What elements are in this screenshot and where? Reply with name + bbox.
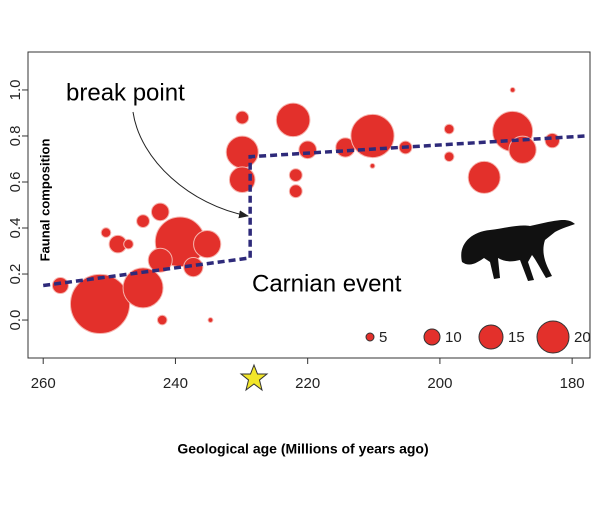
- y-axis-label: Faunal composition: [37, 139, 52, 262]
- bubble: [156, 314, 168, 326]
- bubble: [100, 227, 112, 238]
- bubble: [193, 230, 222, 259]
- size-legend-bubble: [423, 328, 441, 346]
- x-tick-label: 240: [163, 375, 188, 392]
- bubble: [275, 102, 311, 138]
- bubble: [443, 151, 455, 162]
- bubble: [122, 267, 164, 309]
- plot-frame: [27, 51, 591, 359]
- y-tick-label: 0.0: [7, 310, 24, 331]
- x-tick-label: 200: [427, 375, 452, 392]
- bubble: [467, 160, 501, 194]
- y-tick-label: 0.2: [7, 264, 24, 285]
- x-tick-label: 260: [31, 375, 56, 392]
- star-icon: [239, 363, 269, 392]
- x-tick-label: 180: [560, 375, 585, 392]
- bubble: [235, 110, 250, 125]
- bubble: [150, 202, 170, 222]
- plot-layer: 260 240 220 200 180 0.0 0.2 0.4 0.6 0.8 1.0 5 10 15 20: [7, 80, 591, 392]
- bubble: [183, 257, 204, 278]
- size-legend-label: 10: [445, 329, 462, 346]
- size-legend-label: 20: [574, 329, 591, 346]
- bubble: [288, 184, 303, 199]
- bubble: [225, 135, 259, 169]
- bubble: [298, 140, 317, 160]
- y-tick-label: 1.0: [7, 80, 24, 101]
- y-tick-label: 0.6: [7, 172, 24, 193]
- bubble: [369, 162, 376, 169]
- size-legend-label: 5: [379, 329, 387, 346]
- x-tick-label: 220: [295, 375, 320, 392]
- bubble: [147, 247, 173, 273]
- annotation-arrow: [132, 111, 249, 219]
- bubble: [123, 238, 134, 250]
- bubble: [51, 277, 69, 295]
- bubble: [544, 132, 561, 149]
- size-legend-bubble: [536, 320, 570, 354]
- bubble: [136, 214, 150, 229]
- fit-line: [42, 134, 586, 288]
- y-tick-label: 0.8: [7, 126, 24, 147]
- size-legend-label: 15: [508, 329, 525, 346]
- y-tick-label: 0.4: [7, 218, 24, 239]
- bubble: [509, 87, 516, 93]
- annotation: Carnian event: [252, 270, 402, 297]
- bubble: [207, 317, 214, 323]
- annotation: break point: [66, 79, 185, 106]
- size-legend-bubble: [365, 332, 375, 342]
- size-legend-bubble: [478, 324, 504, 350]
- x-axis-label: Geological age (Millions of years ago): [177, 441, 428, 457]
- bubble: [508, 135, 537, 164]
- bubble: [350, 113, 395, 159]
- bubble: [69, 273, 131, 335]
- bubble: [443, 123, 455, 135]
- bubble: [288, 168, 303, 182]
- dinosaur-icon: [461, 220, 575, 281]
